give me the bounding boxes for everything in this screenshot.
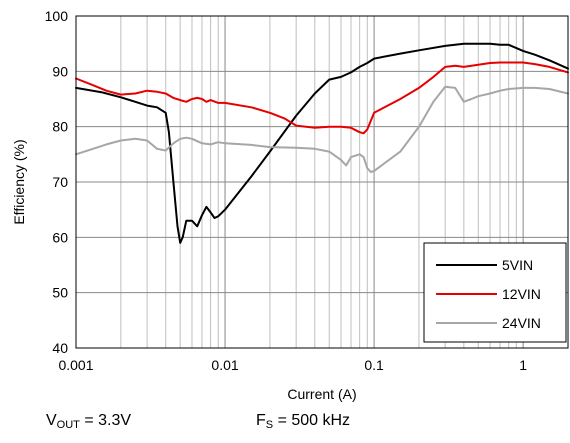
legend-label-12vin: 12VIN	[502, 286, 541, 302]
x-tick-label: 0.001	[58, 357, 93, 373]
y-tick-label: 70	[52, 174, 68, 190]
y-tick-label: 60	[52, 229, 68, 245]
y-tick-label: 80	[52, 119, 68, 135]
series-line-12vin	[75, 61, 569, 135]
series-line-5vin	[75, 42, 569, 244]
x-tick-label: 0.1	[364, 357, 384, 373]
y-axis-label: Efficiency (%)	[11, 139, 27, 224]
y-tick-label: 90	[52, 63, 68, 79]
legend-box	[423, 242, 567, 343]
x-tick-label: 1	[519, 357, 527, 373]
chart-series	[75, 42, 569, 244]
plot-frame	[75, 15, 569, 349]
y-tick-labels: 40 50 60 70 80 90 100	[45, 8, 69, 356]
chart-legend: 5VIN 12VIN 24VIN	[423, 242, 567, 343]
x-tick-label: 0.01	[211, 357, 238, 373]
fs-annotation: FS = 500 kHz	[256, 412, 351, 431]
y-tick-label: 100	[45, 8, 69, 24]
x-tick-labels: 0.001 0.01 0.1 1	[58, 357, 527, 373]
series-line-24vin	[75, 85, 569, 173]
y-tick-label: 50	[52, 285, 68, 301]
legend-label-24vin: 24VIN	[502, 315, 541, 331]
x-axis-label: Current (A)	[287, 386, 356, 402]
legend-label-5vin: 5VIN	[502, 257, 533, 273]
y-tick-label: 40	[52, 340, 68, 356]
vout-annotation: VOUT = 3.3V	[46, 412, 132, 431]
